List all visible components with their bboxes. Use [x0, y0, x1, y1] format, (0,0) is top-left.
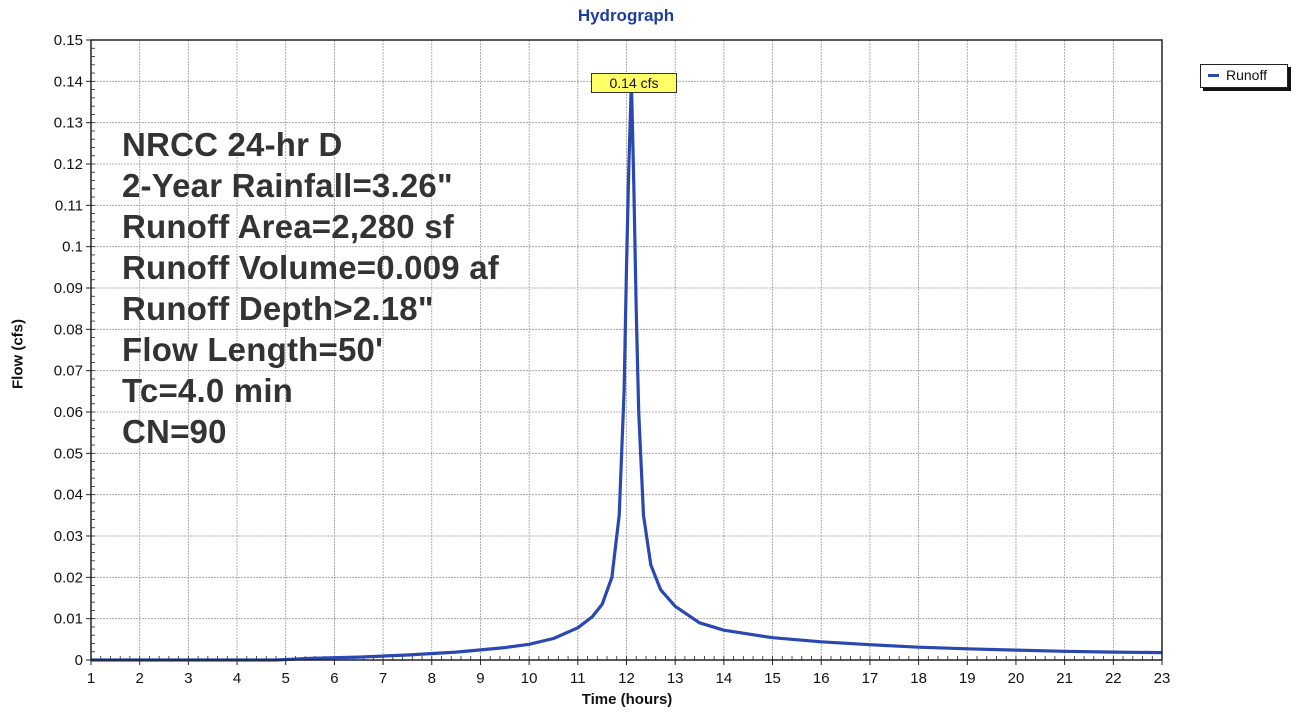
x-tick-label: 15: [764, 670, 781, 687]
y-tick-label: 0.06: [54, 404, 83, 421]
y-tick-label: 0.1: [62, 239, 83, 256]
note-runoff-volume: Runoff Volume=0.009 af: [122, 249, 499, 286]
x-axis-ticks: 1 2 3 4 5 6 7 8 9 10 11 12 13 14 15 16 17 18 19 20 21 22 23: [87, 660, 1171, 687]
y-tick-label: 0.11: [55, 197, 83, 214]
x-tick-label: 19: [959, 670, 976, 687]
x-tick-label: 6: [330, 670, 338, 687]
y-tick-label: 0.12: [54, 156, 83, 173]
note-rainfall: 2-Year Rainfall=3.26": [122, 167, 453, 204]
x-tick-label: 13: [667, 670, 684, 687]
x-tick-label: 2: [136, 670, 144, 687]
x-tick-label: 5: [282, 670, 290, 687]
chart-title: Hydrograph: [577, 6, 675, 25]
note-tc: Tc=4.0 min: [122, 372, 294, 409]
y-tick-label: 0.03: [54, 528, 83, 545]
peak-flow-label: 0.14 cfs: [591, 73, 677, 93]
x-tick-label: 23: [1154, 670, 1171, 687]
legend-label-runoff: Runoff: [1226, 67, 1267, 83]
y-tick-label: 0.05: [54, 445, 83, 462]
plot-frame: [90, 39, 1163, 661]
x-tick-label: 7: [379, 670, 387, 687]
x-tick-label: 11: [570, 670, 586, 687]
note-cn: CN=90: [122, 413, 227, 450]
y-tick-label: 0.09: [54, 280, 83, 297]
note-flow-length: Flow Length=50': [122, 331, 384, 368]
x-tick-label: 12: [618, 670, 635, 687]
x-tick-label: 4: [233, 670, 241, 687]
legend-swatch-runoff: [1208, 74, 1219, 77]
y-tick-label: 0.02: [54, 569, 83, 586]
x-tick-label: 3: [184, 670, 192, 687]
y-axis-ticks: 0 0.01 0.02 0.03 0.04 0.05 0.06 0.07 0.08 0.09 0.1…: [54, 32, 91, 669]
y-tick-label: 0.07: [54, 363, 83, 380]
series-line-runoff: [91, 79, 1163, 662]
x-tick-label: 22: [1105, 670, 1122, 687]
legend: Runoff: [1200, 64, 1290, 88]
y-tick-label: 0.14: [54, 73, 83, 90]
y-tick-label: 0.13: [54, 115, 83, 132]
x-tick-label: 16: [813, 670, 830, 687]
y-tick-label: 0.01: [54, 611, 83, 628]
y-tick-label: 0.04: [54, 487, 83, 504]
x-axis-label: Time (hours): [581, 691, 673, 708]
runoff-parameters: NRCC 24-hr D 2-Year Rainfall=3.26" Runof…: [122, 126, 499, 454]
x-tick-label: 9: [476, 670, 484, 687]
y-tick-label: 0.15: [54, 32, 83, 49]
x-tick-label: 1: [87, 670, 95, 687]
note-storm-type: NRCC 24-hr D: [122, 126, 343, 163]
x-tick-label: 18: [910, 670, 927, 687]
y-tick-label: 0: [75, 652, 83, 669]
x-tick-label: 20: [1008, 670, 1025, 687]
note-runoff-depth: Runoff Depth>2.18": [122, 290, 434, 327]
x-tick-label: 14: [716, 670, 733, 687]
x-tick-label: 21: [1056, 670, 1073, 687]
y-axis-label: Flow (cfs): [9, 319, 27, 389]
note-runoff-area: Runoff Area=2,280 sf: [122, 208, 454, 245]
y-tick-label: 0.08: [54, 321, 83, 338]
x-tick-label: 8: [428, 670, 436, 687]
x-tick-label: 17: [862, 670, 879, 687]
x-tick-label: 10: [521, 670, 538, 687]
